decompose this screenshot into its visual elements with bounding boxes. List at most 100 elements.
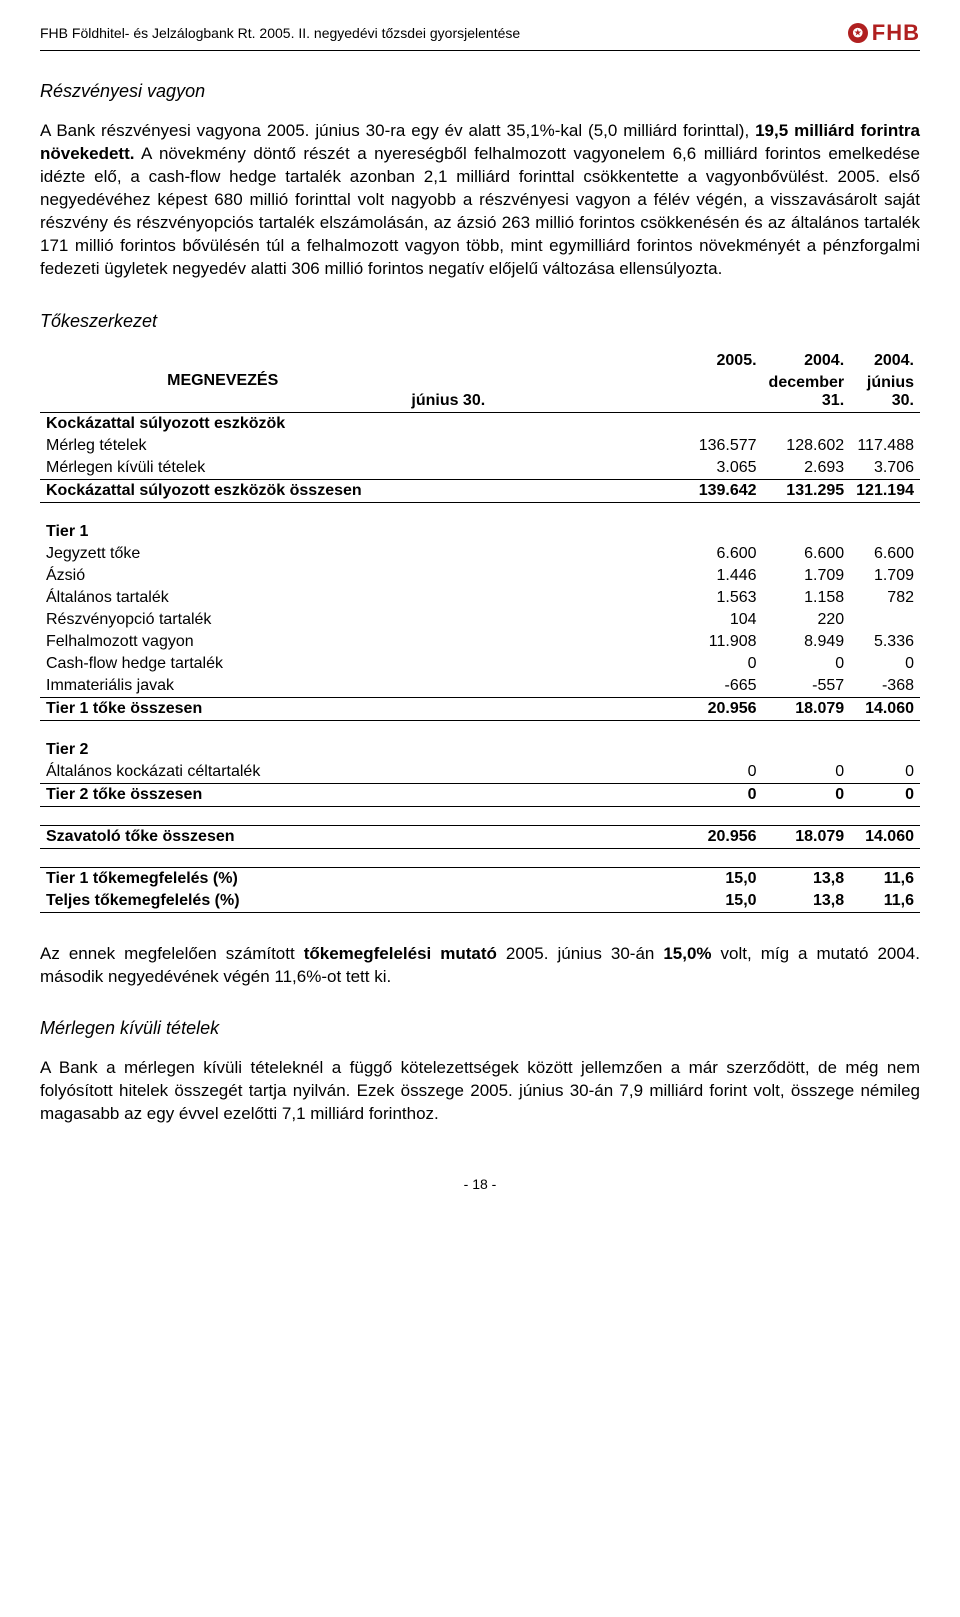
row-label: Cash-flow hedge tartalék — [40, 653, 405, 675]
row-label: Felhalmozott vagyon — [40, 631, 405, 653]
cell: 15,0 — [405, 867, 762, 890]
cell: 14.060 — [850, 825, 920, 848]
cell: 14.060 — [850, 697, 920, 720]
col-year: 2005. — [405, 350, 762, 372]
cell: 11.908 — [405, 631, 762, 653]
group-header: Kockázattal súlyozott eszközök — [40, 412, 920, 435]
row-label: Részvényopció tartalék — [40, 609, 405, 631]
table-row: Jegyzett tőke 6.600 6.600 6.600 — [40, 543, 920, 565]
cell: 104 — [405, 609, 762, 631]
cell: 3.706 — [850, 457, 920, 480]
cell: 0 — [405, 653, 762, 675]
table-row: Felhalmozott vagyon 11.908 8.949 5.336 — [40, 631, 920, 653]
row-label: Tier 2 tőke összesen — [40, 783, 405, 806]
table-row: Általános tartalék 1.563 1.158 782 — [40, 587, 920, 609]
section-heading-offbalance: Mérlegen kívüli tételek — [40, 1018, 920, 1039]
paragraph-offbalance: A Bank a mérlegen kívüli tételeknél a fü… — [40, 1057, 920, 1126]
text-bold: 15,0% — [663, 944, 711, 963]
cell: 6.600 — [850, 543, 920, 565]
table-row-total: Tier 1 tőkemegfelelés (%) 15,0 13,8 11,6 — [40, 867, 920, 890]
text: Az ennek megfelelően számított — [40, 944, 304, 963]
col-date: június 30. — [850, 372, 920, 413]
table-row: Ázsió 1.446 1.709 1.709 — [40, 565, 920, 587]
cell: 20.956 — [405, 825, 762, 848]
row-label: Szavatoló tőke összesen — [40, 825, 405, 848]
row-label: Általános tartalék — [40, 587, 405, 609]
cell: 6.600 — [763, 543, 851, 565]
group-label: Tier 1 — [40, 521, 405, 543]
cell: 128.602 — [763, 435, 851, 457]
table-row: Mérleg tételek 136.577 128.602 117.488 — [40, 435, 920, 457]
cell: 18.079 — [763, 697, 851, 720]
row-label: Mérlegen kívüli tételek — [40, 457, 405, 480]
row-label: Teljes tőkemegfelelés (%) — [40, 890, 405, 913]
table-header-row: MEGNEVEZÉS 2005. 2004. 2004. — [40, 350, 920, 372]
table-row-total: Szavatoló tőke összesen 20.956 18.079 14… — [40, 825, 920, 848]
cell: 0 — [763, 783, 851, 806]
header: FHB Földhitel- és Jelzálogbank Rt. 2005.… — [40, 20, 920, 51]
cell: 220 — [763, 609, 851, 631]
paragraph-equity: A Bank részvényesi vagyona 2005. június … — [40, 120, 920, 281]
cell: 0 — [763, 653, 851, 675]
row-label: Ázsió — [40, 565, 405, 587]
logo-text: FHB — [872, 20, 920, 46]
cell: 18.079 — [763, 825, 851, 848]
cell: 131.295 — [763, 479, 851, 502]
page: FHB Földhitel- és Jelzálogbank Rt. 2005.… — [0, 0, 960, 1232]
col-date: december 31. — [763, 372, 851, 413]
row-label: Immateriális javak — [40, 675, 405, 698]
row-label: Kockázattal súlyozott eszközök összesen — [40, 479, 405, 502]
cell: 1.709 — [763, 565, 851, 587]
group-label: Tier 2 — [40, 739, 405, 761]
col-year: 2004. — [763, 350, 851, 372]
cell: 0 — [850, 653, 920, 675]
row-label: Mérleg tételek — [40, 435, 405, 457]
cell — [850, 609, 920, 631]
row-label: Tier 1 tőke összesen — [40, 697, 405, 720]
col-year: 2004. — [850, 350, 920, 372]
text-bold: tőkemegfelelési mutató — [304, 944, 497, 963]
cell: 0 — [850, 761, 920, 784]
cell: 20.956 — [405, 697, 762, 720]
cell: 0 — [405, 761, 762, 784]
table-row: Cash-flow hedge tartalék 0 0 0 — [40, 653, 920, 675]
cell: 11,6 — [850, 867, 920, 890]
group-header: Tier 2 — [40, 739, 920, 761]
table-row: Általános kockázati céltartalék 0 0 0 — [40, 761, 920, 784]
cell: 11,6 — [850, 890, 920, 913]
cell: 1.563 — [405, 587, 762, 609]
text: A növekmény döntő részét a nyereségből f… — [40, 144, 920, 278]
table-row: Mérlegen kívüli tételek 3.065 2.693 3.70… — [40, 457, 920, 480]
cell: 1.158 — [763, 587, 851, 609]
group-header: Tier 1 — [40, 521, 920, 543]
logo: ✪ FHB — [848, 20, 920, 46]
row-label: Általános kockázati céltartalék — [40, 761, 405, 784]
cell: 15,0 — [405, 890, 762, 913]
table-row-total: Teljes tőkemegfelelés (%) 15,0 13,8 11,6 — [40, 890, 920, 913]
table-row: Részvényopció tartalék 104 220 — [40, 609, 920, 631]
cell: -368 — [850, 675, 920, 698]
group-label: Kockázattal súlyozott eszközök — [40, 412, 405, 435]
cell: 0 — [850, 783, 920, 806]
cell: 2.693 — [763, 457, 851, 480]
cell: 117.488 — [850, 435, 920, 457]
cell: -665 — [405, 675, 762, 698]
paragraph-adequacy: Az ennek megfelelően számított tőkemegfe… — [40, 943, 920, 989]
cell: 3.065 — [405, 457, 762, 480]
text: A Bank részvényesi vagyona 2005. június … — [40, 121, 755, 140]
page-number: - 18 - — [40, 1176, 920, 1192]
table-row-total: Kockázattal súlyozott eszközök összesen … — [40, 479, 920, 502]
doc-title: FHB Földhitel- és Jelzálogbank Rt. 2005.… — [40, 25, 520, 41]
cell: 0 — [763, 761, 851, 784]
cell: -557 — [763, 675, 851, 698]
cell: 13,8 — [763, 890, 851, 913]
cell: 1.709 — [850, 565, 920, 587]
cell: 13,8 — [763, 867, 851, 890]
table-row-total: Tier 1 tőke összesen 20.956 18.079 14.06… — [40, 697, 920, 720]
cell: 121.194 — [850, 479, 920, 502]
col-date: június 30. — [405, 372, 762, 413]
capital-structure-table: MEGNEVEZÉS 2005. 2004. 2004. június 30. … — [40, 350, 920, 913]
logo-icon: ✪ — [848, 23, 868, 43]
cell: 0 — [405, 783, 762, 806]
cell: 782 — [850, 587, 920, 609]
